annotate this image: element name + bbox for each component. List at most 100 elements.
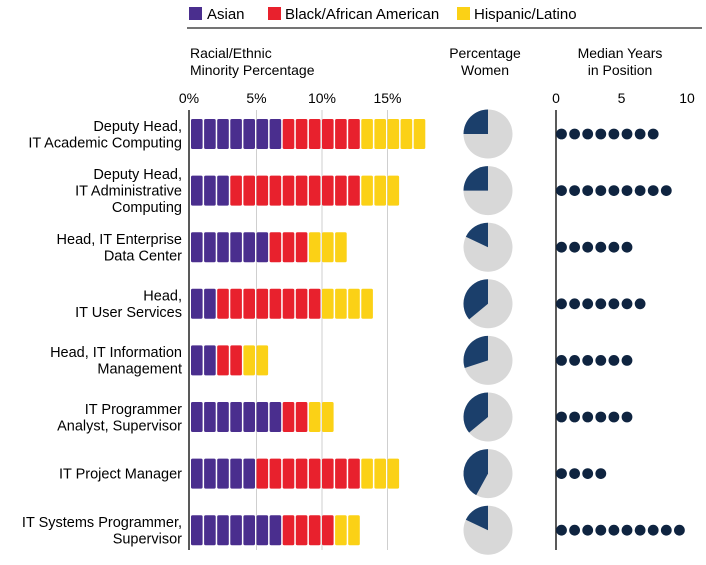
bar-block-asian (230, 515, 242, 546)
years-dot (569, 468, 580, 479)
bar-block-hispanic (256, 345, 269, 376)
years-dot (634, 524, 646, 536)
years-tick-label: 10 (679, 90, 695, 106)
pie-slice-women (463, 335, 488, 368)
years-dot (569, 355, 580, 366)
legend-swatch-black (268, 7, 281, 20)
bar-block-black (282, 175, 295, 206)
years-dot (569, 411, 580, 423)
pie-slice-women (465, 222, 488, 248)
bar-block-asian (256, 402, 269, 432)
years-dot (595, 185, 607, 197)
bar-block-asian (204, 402, 216, 432)
bar-block-hispanic (387, 175, 400, 206)
bar-block-black (256, 458, 269, 489)
years-dot (621, 524, 633, 536)
years-dot (582, 298, 594, 310)
years-title-line2: in Position (588, 62, 653, 78)
bar-block-asian (191, 345, 203, 376)
bar-block-black (322, 119, 334, 149)
years-dot (595, 411, 607, 423)
bar-block-black (269, 232, 282, 263)
bar-block-black (308, 458, 321, 489)
bar-block-asian (217, 458, 229, 489)
bar-block-hispanic (322, 232, 334, 263)
bar-block-hispanic (374, 175, 386, 206)
bar-block-black (295, 232, 308, 263)
years-dot (582, 128, 594, 140)
pie-slice-women (463, 166, 488, 191)
bar-block-black (269, 175, 282, 206)
bar-block-black (295, 175, 308, 206)
bar-block-asian (191, 119, 203, 149)
bar-block-black (282, 515, 295, 546)
years-dot (595, 128, 607, 140)
years-dot (569, 524, 580, 536)
bar-block-asian (243, 119, 255, 149)
bar-block-hispanic (374, 119, 386, 149)
years-dot (608, 241, 620, 253)
bar-block-hispanic (413, 119, 426, 149)
years-dot (582, 241, 594, 253)
years-dot (647, 185, 659, 197)
minority-title-line2: Minority Percentage (190, 62, 315, 78)
bar-block-hispanic (348, 515, 360, 546)
bar-block-asian (217, 232, 229, 263)
legend: Asian Black/African American Hispanic/La… (187, 6, 702, 29)
pie-slice-women (463, 392, 488, 433)
bar-block-asian (256, 119, 269, 149)
bar-block-asian (204, 119, 216, 149)
category-label: IT Project Manager (59, 467, 182, 483)
category-label: Data Center (104, 248, 182, 264)
bar-block-asian (191, 402, 203, 432)
bar-block-asian (243, 232, 255, 263)
bar-block-hispanic (348, 288, 360, 319)
years-dot (556, 524, 567, 536)
bar-block-black (282, 402, 295, 432)
bar-block-black (295, 458, 308, 489)
bar-block-asian (243, 402, 255, 432)
chart-row: Head,IT User Services (75, 279, 646, 329)
category-label: IT User Services (75, 305, 182, 321)
bar-block-black (348, 458, 360, 489)
bar-block-black (295, 515, 308, 546)
years-dot (556, 355, 567, 366)
bar-block-black (217, 345, 229, 376)
legend-swatch-hispanic (457, 7, 470, 20)
minority-title-line1: Racial/Ethnic (190, 45, 272, 61)
legend-swatch-asian (189, 7, 202, 20)
years-dot (556, 241, 567, 253)
women-title-line1: Percentage (449, 45, 521, 61)
years-title-line1: Median Years (578, 45, 663, 61)
bar-block-hispanic (335, 232, 347, 263)
bar-block-hispanic (361, 119, 373, 149)
bar-block-asian (269, 402, 282, 432)
years-dot (595, 241, 607, 253)
years-dot (582, 411, 594, 423)
years-dot (621, 411, 633, 423)
bar-block-asian (191, 232, 203, 263)
minority-tick-label: 0% (179, 90, 199, 106)
bar-block-asian (191, 515, 203, 546)
bar-block-asian (191, 458, 203, 489)
category-label: Head, (143, 289, 182, 305)
bar-block-black (256, 175, 269, 206)
bar-block-black (256, 288, 269, 319)
years-dot (647, 128, 659, 140)
bar-block-asian (204, 175, 216, 206)
years-dot (634, 298, 646, 310)
bar-block-black (230, 345, 242, 376)
pie-slice-women (463, 279, 488, 320)
bar-block-asian (217, 515, 229, 546)
bar-block-hispanic (374, 458, 386, 489)
bar-block-hispanic (400, 119, 413, 149)
years-dot (556, 185, 567, 197)
minority-tick-label: 15% (373, 90, 401, 106)
years-tick-label: 5 (618, 90, 626, 106)
years-dot (608, 185, 620, 197)
years-dot (556, 298, 567, 310)
years-dot (595, 524, 607, 536)
